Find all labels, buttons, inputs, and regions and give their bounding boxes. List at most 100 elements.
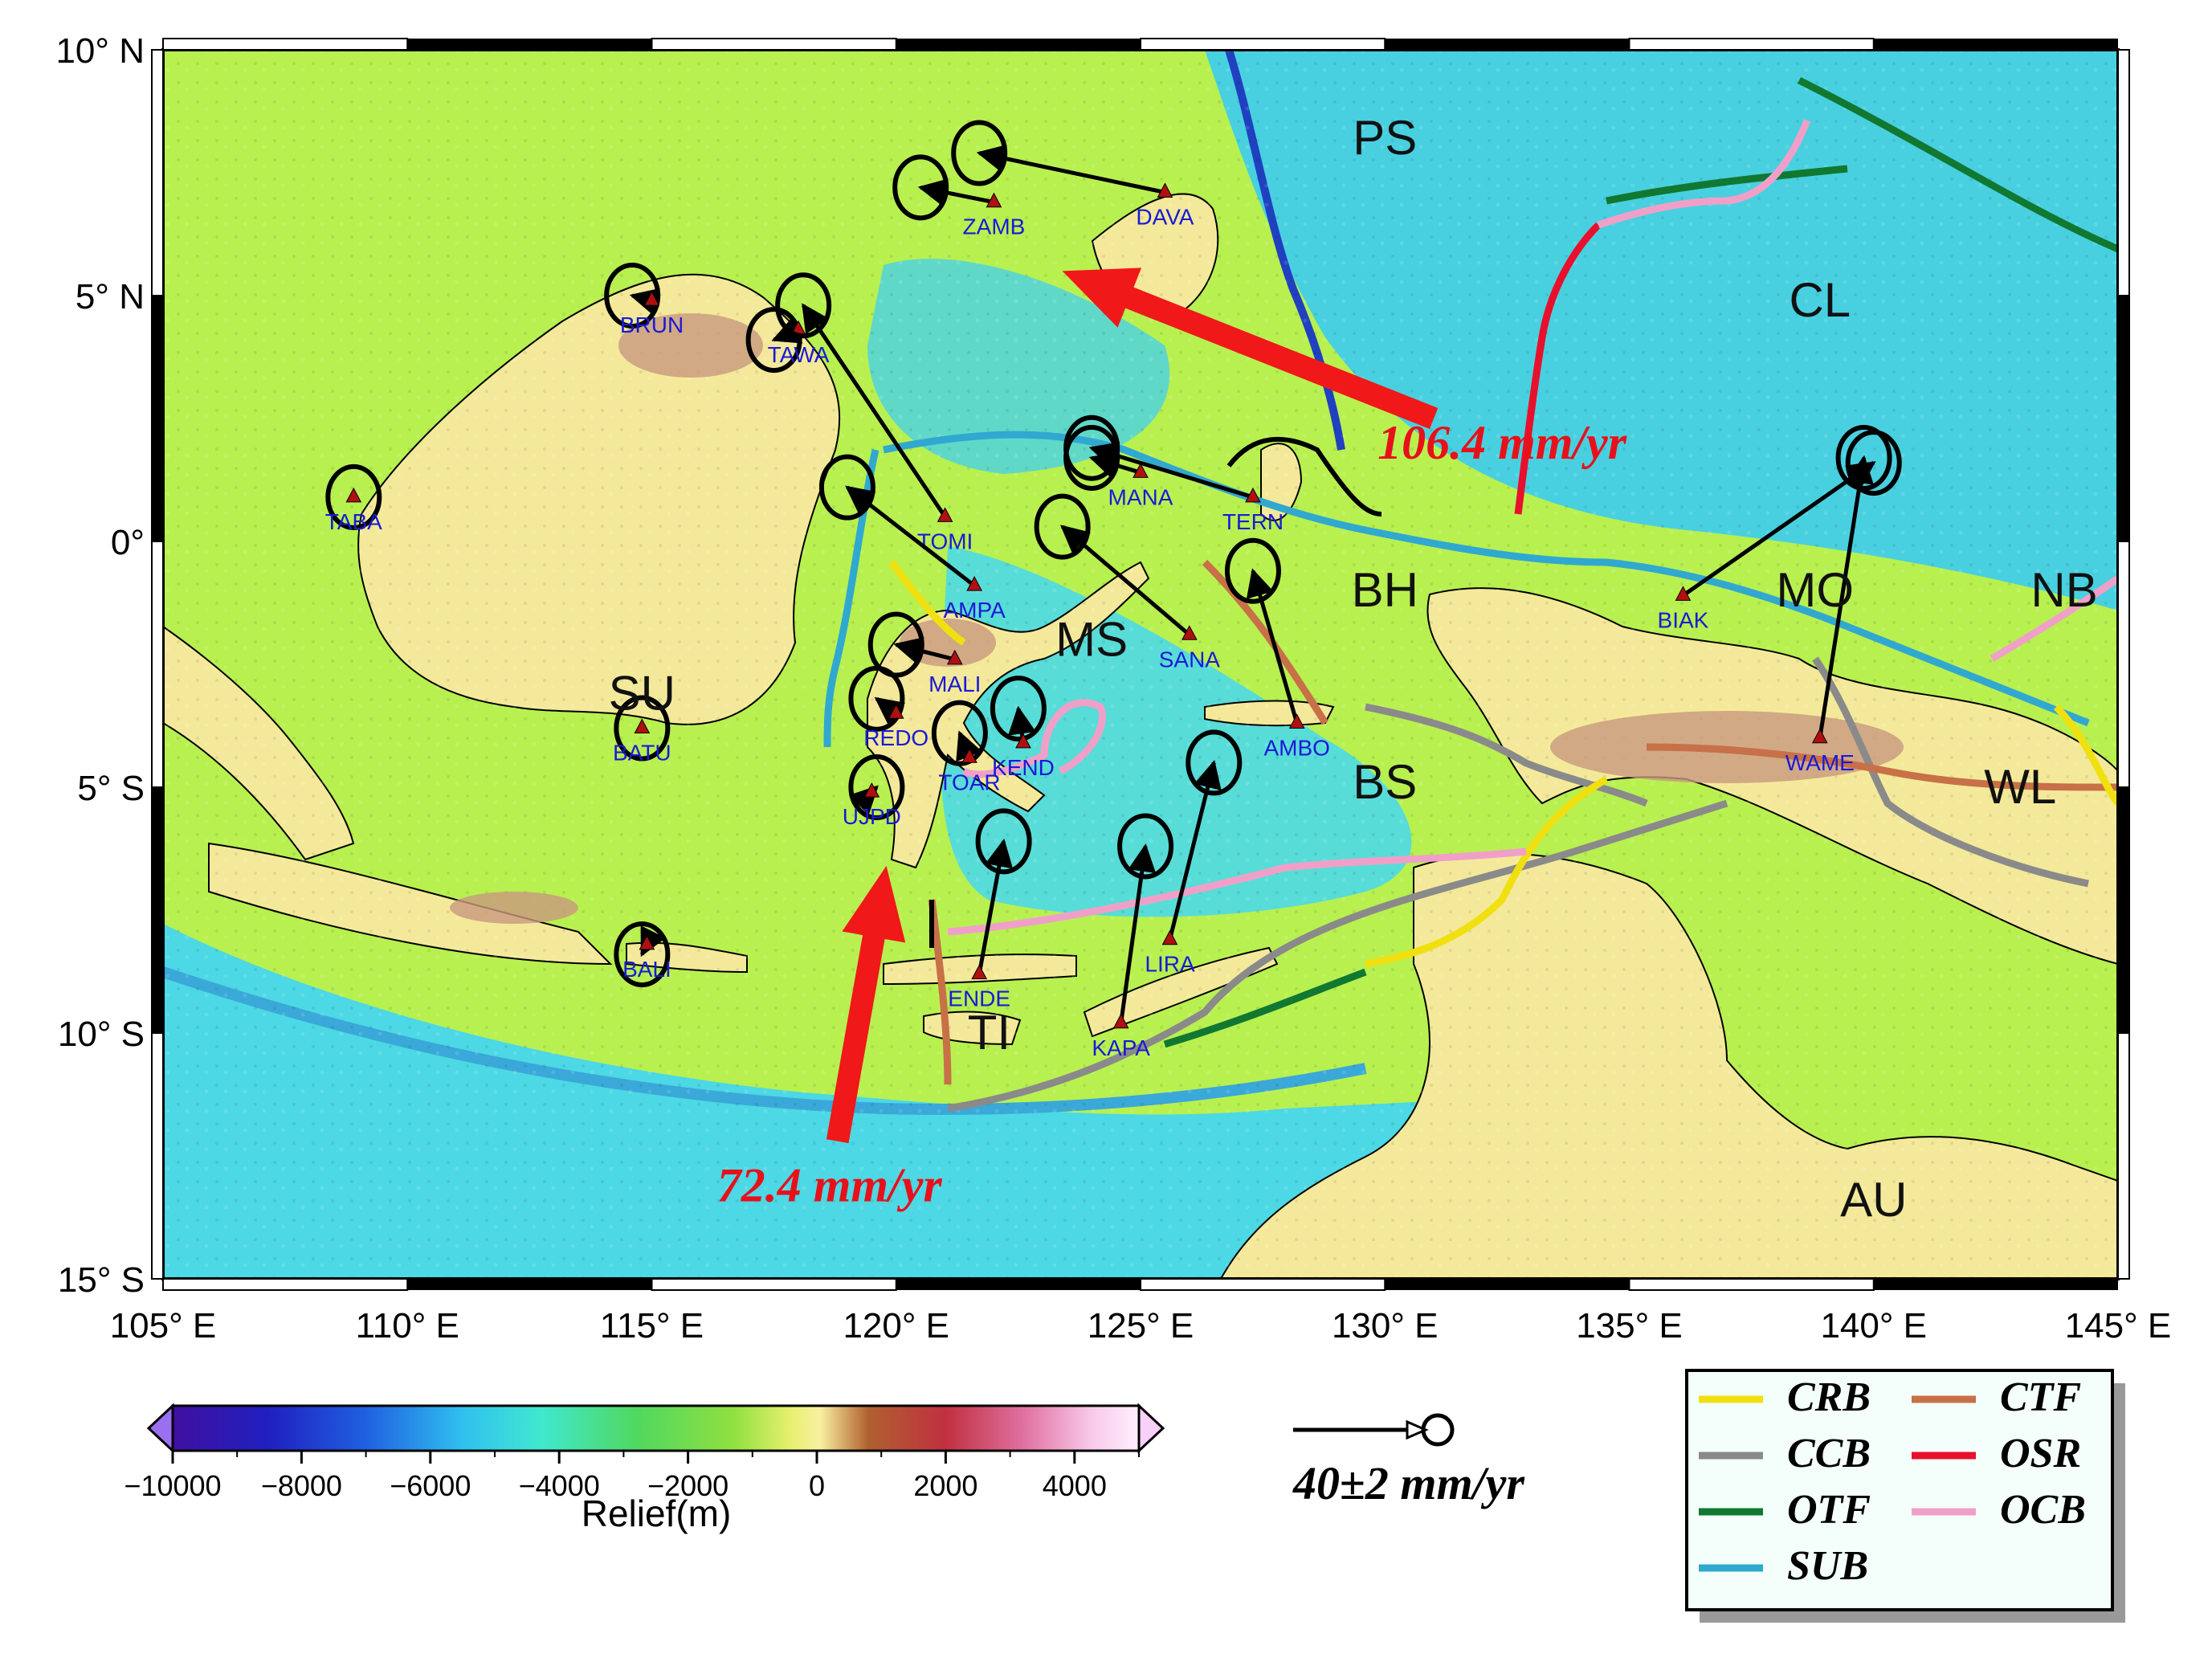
lon-tick-label: 130° E: [1332, 1306, 1439, 1346]
lat-tick-label: 10° S: [58, 1015, 145, 1054]
plate-label-nb: NB: [2030, 563, 2097, 617]
site-marker-icon: [986, 192, 1002, 208]
site-toar: TOAR: [931, 700, 1001, 794]
site-marker-icon: [961, 748, 977, 763]
error-ellipse: [1224, 537, 1281, 604]
velocity-vector: [1818, 455, 1874, 739]
site-marker-icon: [345, 487, 362, 503]
boundary-black: [1226, 436, 1382, 517]
site-sana: SANA: [1034, 493, 1220, 672]
error-ellipse: [1186, 729, 1243, 796]
site-ujpd: UJPD: [843, 754, 905, 829]
legend-item-crb: CRB: [1699, 1374, 1871, 1420]
error-ellipse: [951, 120, 1008, 186]
colorbar-tick-label: −2000: [647, 1469, 728, 1502]
site-ampa: AMPA: [818, 454, 1006, 623]
legend-label: CCB: [1787, 1431, 1871, 1476]
site-brun: BRUN: [604, 263, 684, 337]
legend-item-otf: OTF: [1699, 1487, 1871, 1533]
error-ellipse: [775, 272, 832, 339]
error-ellipse: [1034, 493, 1091, 560]
legend-item-osr: OSR: [1912, 1431, 2081, 1476]
frame-scale-bars: [151, 38, 2130, 1291]
error-ellipse: [848, 665, 905, 732]
site-zamb: ZAMB: [892, 154, 1026, 239]
lat-tick-label: 0°: [111, 523, 145, 562]
boundary-otf-2: [1797, 76, 2118, 253]
site-label: TABA: [325, 509, 382, 534]
error-ellipse: [1063, 414, 1120, 481]
site-marker-icon: [1811, 728, 1828, 744]
site-taba: TABA: [325, 463, 382, 534]
site-marker-icon: [863, 782, 880, 798]
site-label: ZAMB: [963, 214, 1026, 239]
site-marker-icon: [888, 704, 904, 719]
site-marker-icon: [971, 964, 988, 980]
lat-tick-label: 5° S: [77, 769, 145, 808]
site-kapa: KAPA: [1092, 813, 1174, 1060]
plate-motion-arrows: 106.4 mm/yr 72.4 mm/yr: [717, 267, 1627, 1212]
site-tern: TERN: [1063, 414, 1284, 534]
plate-motion-arrow-shape: [826, 865, 906, 1144]
legend-label: CRB: [1787, 1374, 1871, 1420]
velocity-vector: [893, 637, 956, 665]
colorbar: −10000 −8000 −6000 −4000 −2000 0 2000 4000 Reli…: [124, 1403, 1165, 1534]
site-label: BRUN: [620, 312, 684, 337]
latitude-labels: 10° N 5° N 0° 5° S 10° S 15° S: [55, 31, 145, 1300]
site-marker-icon: [937, 507, 953, 522]
legend-label: CTF: [2000, 1374, 2081, 1420]
boundary-ocb-3: [947, 847, 1527, 936]
site-marker-icon: [1157, 182, 1173, 198]
colorbar-tick-label: −8000: [261, 1469, 342, 1502]
plate-label-ms: MS: [1055, 612, 1128, 666]
boundary-crb-2: [2053, 704, 2118, 806]
site-wame: WAME: [1786, 424, 1892, 775]
site-marker-icon: [639, 934, 655, 950]
site-label: TOAR: [938, 770, 1000, 794]
site-label: MANA: [1108, 484, 1173, 509]
plate-motion-label: 106.4 mm/yr: [1377, 416, 1627, 469]
velocity-vector: [977, 838, 1014, 975]
site-marker-icon: [946, 649, 963, 665]
error-ellipse: [848, 754, 905, 820]
plate-label-mo: MO: [1776, 563, 1854, 617]
site-dava: DAVA: [951, 120, 1194, 229]
error-ellipse: [614, 695, 671, 762]
lat-tick-label: 15° S: [58, 1260, 145, 1300]
site-marker-icon: [1015, 733, 1031, 749]
site-tomi: TOMI: [775, 272, 973, 553]
boundary-ocb: [1597, 119, 1811, 229]
site-marker-icon: [1112, 1013, 1129, 1029]
legend-item-ctf: CTF: [1912, 1374, 2081, 1420]
error-ellipse: [931, 700, 988, 766]
plate-label-wl: WL: [1984, 760, 2056, 814]
legend-label: SUB: [1787, 1543, 1868, 1589]
velocity-vector: [976, 144, 1165, 194]
plate-label-cl: CL: [1789, 273, 1851, 327]
map-body: ZAMB DAVA BRUN TAWA TABA MANA TERN TOMI AMPA SANA…: [163, 50, 2118, 1279]
colorbar-tick-label: 0: [809, 1469, 825, 1502]
error-ellipse: [325, 463, 382, 530]
scale-ellipse-icon: [1421, 1413, 1455, 1447]
boundary-crb: [1365, 776, 1609, 968]
error-ellipse: [1835, 424, 1892, 491]
plate-motion-arrow: 106.4 mm/yr: [1062, 267, 1627, 469]
site-label: REDO: [863, 725, 928, 750]
boundary-crb-3: [888, 560, 966, 646]
colorbar-tick-label: −6000: [390, 1469, 471, 1502]
velocity-vector: [1682, 461, 1876, 598]
site-label: WAME: [1786, 750, 1855, 775]
error-ellipse: [1117, 813, 1174, 880]
site-ende: ENDE: [948, 808, 1032, 1011]
colorbar-title: Relief(m): [582, 1493, 732, 1534]
boundary-legend: CRB CTF CCB OSR OTF OCB SUB: [1685, 1369, 2125, 1623]
legend-item-ocb: OCB: [1912, 1487, 2086, 1533]
site-redo: REDO: [848, 665, 928, 750]
site-marker-icon: [1245, 487, 1261, 503]
lon-tick-label: 145° E: [2065, 1306, 2172, 1346]
error-ellipse: [818, 454, 875, 521]
site-label: KEND: [992, 755, 1055, 780]
site-marker-icon: [643, 291, 660, 306]
velocity-vector: [917, 178, 994, 206]
site-label: ENDE: [948, 986, 1010, 1011]
